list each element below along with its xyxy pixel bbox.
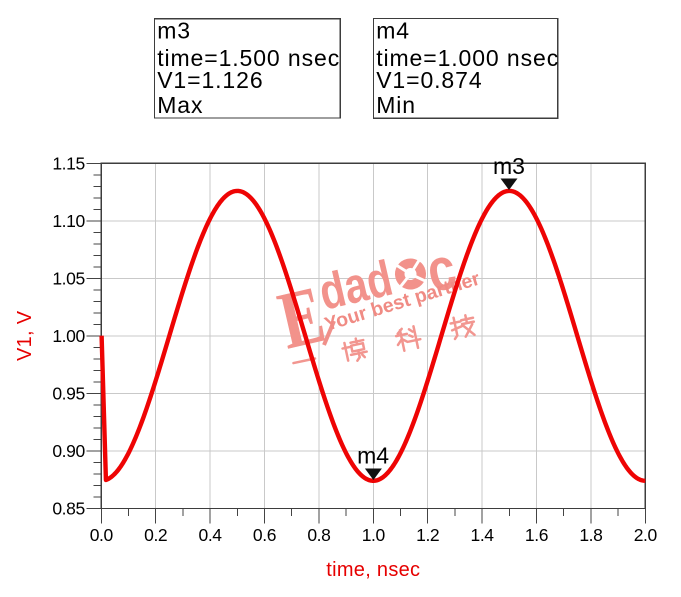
svg-text:V1=0.874: V1=0.874: [376, 67, 482, 93]
svg-text:0.95: 0.95: [52, 383, 84, 403]
svg-text:1.4: 1.4: [471, 525, 495, 545]
svg-text:1.6: 1.6: [525, 525, 548, 545]
svg-text:0.8: 0.8: [307, 525, 330, 545]
svg-text:1.10: 1.10: [52, 211, 85, 231]
svg-text:0.0: 0.0: [90, 525, 114, 545]
svg-text:V1=1.126: V1=1.126: [157, 67, 263, 93]
svg-text:0.4: 0.4: [199, 525, 223, 545]
svg-text:0.6: 0.6: [253, 525, 276, 545]
svg-text:0.90: 0.90: [52, 441, 85, 461]
svg-text:V1, V: V1, V: [14, 310, 36, 361]
svg-text:0.2: 0.2: [144, 525, 167, 545]
svg-text:time=1.000 nsec: time=1.000 nsec: [376, 45, 559, 71]
svg-text:time=1.500 nsec: time=1.500 nsec: [157, 45, 340, 71]
svg-text:1.00: 1.00: [52, 326, 85, 346]
svg-text:1.15: 1.15: [52, 153, 84, 173]
svg-text:time, nsec: time, nsec: [326, 559, 420, 581]
svg-text:2.0: 2.0: [634, 525, 658, 545]
svg-text:1.2: 1.2: [416, 525, 439, 545]
svg-text:Min: Min: [376, 92, 416, 118]
svg-text:0.85: 0.85: [52, 499, 84, 519]
svg-text:m3: m3: [157, 18, 191, 44]
svg-text:m4: m4: [357, 443, 389, 469]
svg-text:m4: m4: [376, 18, 410, 44]
svg-text:Max: Max: [157, 92, 203, 118]
svg-text:1.0: 1.0: [362, 525, 386, 545]
svg-text:1.05: 1.05: [52, 268, 84, 288]
svg-text:1.8: 1.8: [579, 525, 602, 545]
svg-text:m3: m3: [493, 153, 525, 179]
